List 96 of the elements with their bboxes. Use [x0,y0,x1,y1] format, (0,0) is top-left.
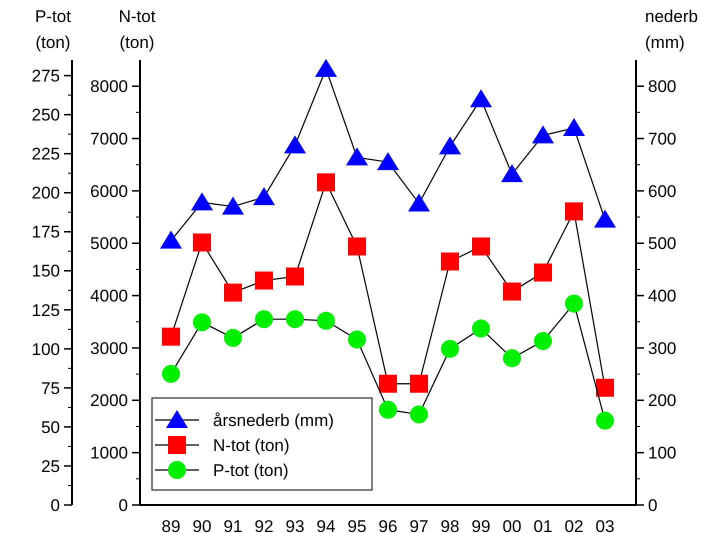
y-tick-label: 2000 [90,391,128,410]
point [503,282,521,301]
point [162,328,180,346]
y-tick-label: 8000 [90,77,128,96]
point [377,152,399,170]
y-tick-label: 0 [118,496,128,515]
point [379,400,397,419]
y3-tick-label: 75 [41,378,60,398]
point [410,405,428,424]
point [224,328,242,347]
point [565,202,583,220]
point [379,374,397,393]
x-tick-label: 99 [472,517,490,533]
point [160,230,182,249]
y-axis-title: N-tot (ton) [118,7,156,52]
point [410,374,428,393]
y2-tick-label: 200 [648,391,676,410]
x-tick-label: 91 [224,517,242,533]
y-tick-label: 6000 [90,182,128,201]
x-tick-label: 89 [162,517,180,533]
y3-tick-label: 175 [32,222,60,242]
x-tick-label: 97 [410,517,428,533]
point [472,320,490,338]
point [348,237,366,256]
x-tick-label: 92 [254,517,274,533]
y3-tick-label: 250 [32,106,60,125]
point [441,340,459,358]
x-tick-label: 95 [348,517,366,533]
point [594,210,616,228]
x-tick-label: 01 [534,517,552,533]
y2-tick-label: 500 [648,234,676,254]
y3-tick-label: 25 [41,456,60,476]
point [224,284,242,302]
x-tick-label: 90 [192,517,212,533]
y3-axis-title: P-tot (ton) [35,7,72,52]
point [534,332,552,350]
point [596,378,614,397]
y3-tick-label: 0 [50,496,60,515]
point [534,264,552,282]
point [255,310,273,328]
y3-tick-label: 125 [32,300,60,320]
point [284,135,306,154]
y3-tick-label: 225 [32,144,60,164]
point [317,173,335,192]
y-tick-label: 3000 [90,338,128,358]
x-tick-label: 02 [564,517,584,533]
point [503,349,521,368]
y2-tick-label: 800 [648,77,676,96]
point [162,364,180,383]
point [193,234,211,252]
point [286,310,304,328]
point [315,58,337,77]
legend-label: P-tot (ton) [213,460,289,480]
y3-tick-label: 100 [32,340,60,359]
point [472,237,490,256]
point [470,89,492,108]
y3-tick-label: 200 [32,184,60,203]
point [565,294,583,313]
point [193,313,211,332]
point [348,330,366,348]
point [286,268,304,286]
y2-tick-label: 700 [648,129,676,148]
point [408,193,430,212]
point [563,118,585,136]
point [439,136,461,154]
x-tick-label: 98 [440,517,460,533]
point [222,196,244,215]
point [596,412,614,430]
y2-axis-title: nederb (mm) [645,7,698,52]
x-tick-label: 96 [378,517,398,533]
point [501,164,523,182]
y-tick-label: 5000 [90,234,128,254]
y3-tick-label: 150 [32,262,60,281]
point [255,272,273,290]
point [317,312,335,330]
y2-tick-label: 400 [648,286,676,306]
point [191,192,213,210]
x-tick-label: 94 [316,517,336,533]
y2-tick-label: 100 [648,444,676,463]
legend-label: N-tot (ton) [213,436,290,455]
point [441,252,459,271]
y3-tick-label: 275 [32,66,60,86]
y2-tick-label: 600 [648,182,676,201]
x-tick-label: 03 [596,517,614,533]
y-tick-label: 7000 [90,129,128,148]
y-tick-label: 1000 [90,444,128,463]
y2-tick-label: 0 [648,496,658,515]
x-tick-label: 00 [502,517,522,533]
legend-label: årsnederb (mm) [213,410,334,430]
y2-tick-label: 300 [648,338,676,358]
point [346,147,368,166]
point [532,125,554,144]
x-tick-label: 93 [286,517,304,533]
point [253,187,275,206]
y3-tick-label: 50 [41,418,60,437]
y-tick-label: 4000 [90,286,128,306]
